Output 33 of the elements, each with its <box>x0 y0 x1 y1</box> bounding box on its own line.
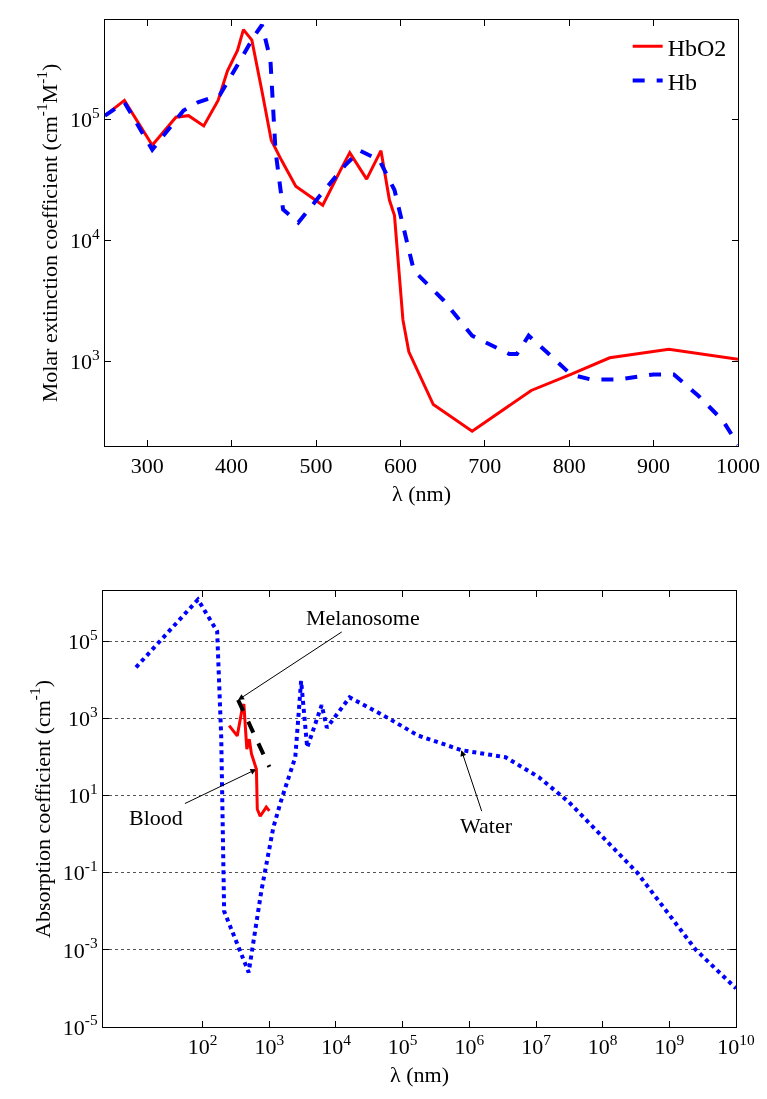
x-tick-label: 10$^{7}$ <box>521 1031 552 1060</box>
y-tick-label: 10$^{3}$ <box>69 345 100 375</box>
y-tick-label: 10$^{-3}$ <box>62 934 98 963</box>
x-tick-label: 300 <box>130 453 164 479</box>
x-axis-title: λ (nm) <box>392 481 451 507</box>
x-tick-label: 900 <box>637 453 671 479</box>
x-axis-title: λ (nm) <box>390 1062 449 1088</box>
x-tick-label: 10$^{4}$ <box>321 1031 352 1060</box>
y-tick-label: 10$^{3}$ <box>67 702 98 732</box>
annotation: Blood <box>129 805 183 830</box>
x-tick-label: 800 <box>552 453 586 479</box>
y-tick-label: 10$^{5}$ <box>69 103 100 132</box>
x-tick-label: 10$^{2}$ <box>187 1031 218 1060</box>
x-tick-label: 10$^{5}$ <box>387 1031 418 1060</box>
annotation: Water <box>460 813 513 838</box>
x-tick-label: 10$^{10}$ <box>717 1031 755 1060</box>
annotation: Melanosome <box>306 605 420 630</box>
legend-label: Hb <box>667 68 698 95</box>
x-tick-label: 600 <box>383 453 417 479</box>
x-tick-label: 10$^{6}$ <box>454 1031 485 1060</box>
x-tick-label: 10$^{9}$ <box>654 1031 685 1060</box>
y-tick-label: 10$^{1}$ <box>67 779 98 809</box>
x-tick-label: 500 <box>299 453 333 479</box>
y-tick-label: 10$^{5}$ <box>67 625 98 654</box>
y-tick-label: 10$^{-1}$ <box>62 857 98 886</box>
x-tick-label: 10$^{8}$ <box>587 1031 618 1060</box>
y-tick-label: 10$^{-5}$ <box>62 1011 98 1040</box>
x-tick-label: 700 <box>468 453 502 479</box>
x-tick-label: 10$^{3}$ <box>254 1031 285 1060</box>
y-tick-label: 10$^{4}$ <box>69 224 100 253</box>
x-tick-label: 1000 <box>716 453 760 479</box>
legend-label: HbO2 <box>667 34 727 61</box>
x-tick-label: 400 <box>215 453 249 479</box>
